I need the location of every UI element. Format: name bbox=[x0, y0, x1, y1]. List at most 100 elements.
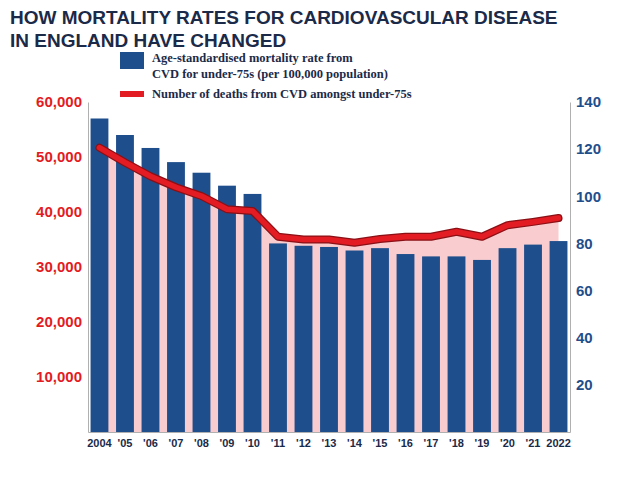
tick-label: 50,000 bbox=[36, 148, 82, 165]
tick: '17 bbox=[424, 437, 439, 449]
tick-label: 2004 bbox=[87, 437, 112, 449]
tick: '13 bbox=[322, 437, 337, 449]
tick: '16 bbox=[398, 437, 413, 449]
tick: '10 bbox=[245, 437, 260, 449]
tick-label: '12 bbox=[296, 437, 311, 449]
tick: '05 bbox=[118, 437, 133, 449]
tick-label: '20 bbox=[500, 437, 515, 449]
tick-label: '14 bbox=[347, 437, 363, 449]
bar bbox=[218, 186, 236, 432]
bar bbox=[346, 251, 364, 433]
bar bbox=[193, 173, 211, 432]
bar bbox=[550, 241, 568, 432]
tick-label: 20,000 bbox=[36, 313, 82, 330]
tick-label: 10,000 bbox=[36, 368, 82, 385]
legend: Age-standardised mortality rate fromCVD … bbox=[120, 51, 412, 101]
chart-container: HOW MORTALITY RATES FOR CARDIOVASCULAR D… bbox=[0, 0, 634, 486]
tick: 60,000 bbox=[36, 93, 82, 110]
tick: 2022 bbox=[546, 437, 570, 449]
bar bbox=[167, 162, 185, 432]
legend-swatch bbox=[120, 52, 144, 69]
line bbox=[99, 148, 558, 243]
tick-label: 80 bbox=[576, 235, 593, 252]
tick: 10,000 bbox=[36, 368, 82, 385]
tick-label: 120 bbox=[576, 140, 601, 157]
bar bbox=[142, 148, 160, 432]
tick-label: '13 bbox=[322, 437, 337, 449]
tick: '06 bbox=[143, 437, 158, 449]
tick-label: 2022 bbox=[546, 437, 570, 449]
legend-item: Number of deaths from CVD amongst under-… bbox=[120, 87, 412, 101]
tick-label: '08 bbox=[194, 437, 209, 449]
tick: 60 bbox=[576, 282, 593, 299]
tick-label: 60,000 bbox=[36, 93, 82, 110]
axis-line bbox=[89, 432, 571, 433]
chart-svg: HOW MORTALITY RATES FOR CARDIOVASCULAR D… bbox=[0, 0, 634, 486]
tick-label: '21 bbox=[526, 437, 541, 449]
line-area bbox=[99, 148, 558, 432]
tick: '15 bbox=[373, 437, 388, 449]
tick: 50,000 bbox=[36, 148, 82, 165]
tick: 100 bbox=[576, 188, 601, 205]
tick: 80 bbox=[576, 235, 593, 252]
tick-label: '15 bbox=[373, 437, 388, 449]
legend-label: Age-standardised mortality rate fromCVD … bbox=[152, 51, 388, 81]
bar bbox=[320, 247, 338, 432]
bar bbox=[295, 246, 313, 432]
title: HOW MORTALITY RATES FOR CARDIOVASCULAR D… bbox=[10, 7, 557, 51]
tick: '18 bbox=[449, 437, 464, 449]
bar bbox=[116, 135, 134, 432]
tick: 2004 bbox=[87, 437, 112, 449]
bar bbox=[244, 194, 262, 432]
bar bbox=[448, 256, 466, 432]
tick-label: 140 bbox=[576, 93, 601, 110]
tick-label: 40 bbox=[576, 329, 593, 346]
tick: 40,000 bbox=[36, 203, 82, 220]
tick-label: '17 bbox=[424, 437, 439, 449]
tick-label: '16 bbox=[398, 437, 413, 449]
bar bbox=[473, 260, 491, 432]
tick: 30,000 bbox=[36, 258, 82, 275]
bar bbox=[422, 256, 440, 432]
tick: '11 bbox=[271, 437, 285, 449]
y2-axis: 20 40 60 80 100 120 140 bbox=[571, 93, 602, 432]
tick-label: 20 bbox=[576, 376, 593, 393]
tick-label: '10 bbox=[245, 437, 260, 449]
tick: '19 bbox=[475, 437, 490, 449]
tick: '09 bbox=[220, 437, 235, 449]
tick-label: '19 bbox=[475, 437, 490, 449]
legend-item: Age-standardised mortality rate fromCVD … bbox=[120, 51, 388, 81]
tick: '20 bbox=[500, 437, 515, 449]
tick: 20 bbox=[576, 376, 593, 393]
bar bbox=[269, 243, 287, 432]
y-axis: 10,000 20,000 30,000 40,000 50,000 60,000 bbox=[36, 93, 88, 432]
axis-line bbox=[88, 103, 89, 433]
tick: '12 bbox=[296, 437, 311, 449]
tick-label: 60 bbox=[576, 282, 593, 299]
bar bbox=[91, 119, 109, 433]
tick: 120 bbox=[576, 140, 601, 157]
axis-line bbox=[570, 103, 571, 433]
tick: '14 bbox=[347, 437, 363, 449]
tick: '08 bbox=[194, 437, 209, 449]
tick-label: '18 bbox=[449, 437, 464, 449]
legend-swatch bbox=[120, 91, 144, 97]
tick: '21 bbox=[526, 437, 541, 449]
tick-label: '07 bbox=[169, 437, 184, 449]
bar bbox=[397, 254, 415, 432]
tick-label: 100 bbox=[576, 188, 601, 205]
legend-label: Number of deaths from CVD amongst under-… bbox=[152, 87, 412, 101]
bar bbox=[499, 248, 517, 432]
tick: 40 bbox=[576, 329, 593, 346]
tick-label: 30,000 bbox=[36, 258, 82, 275]
tick: '07 bbox=[169, 437, 184, 449]
line bbox=[99, 148, 558, 243]
plot-area bbox=[91, 119, 568, 433]
tick: 140 bbox=[576, 93, 601, 110]
tick-label: '11 bbox=[271, 437, 285, 449]
bar bbox=[524, 245, 542, 432]
bar bbox=[371, 248, 389, 432]
x-axis: 2004 '05 '06 '07 '08 '09 '10 '11 '12 '13 '14 '15 '16… bbox=[87, 433, 571, 449]
tick-label: '06 bbox=[143, 437, 158, 449]
tick-label: '05 bbox=[118, 437, 133, 449]
